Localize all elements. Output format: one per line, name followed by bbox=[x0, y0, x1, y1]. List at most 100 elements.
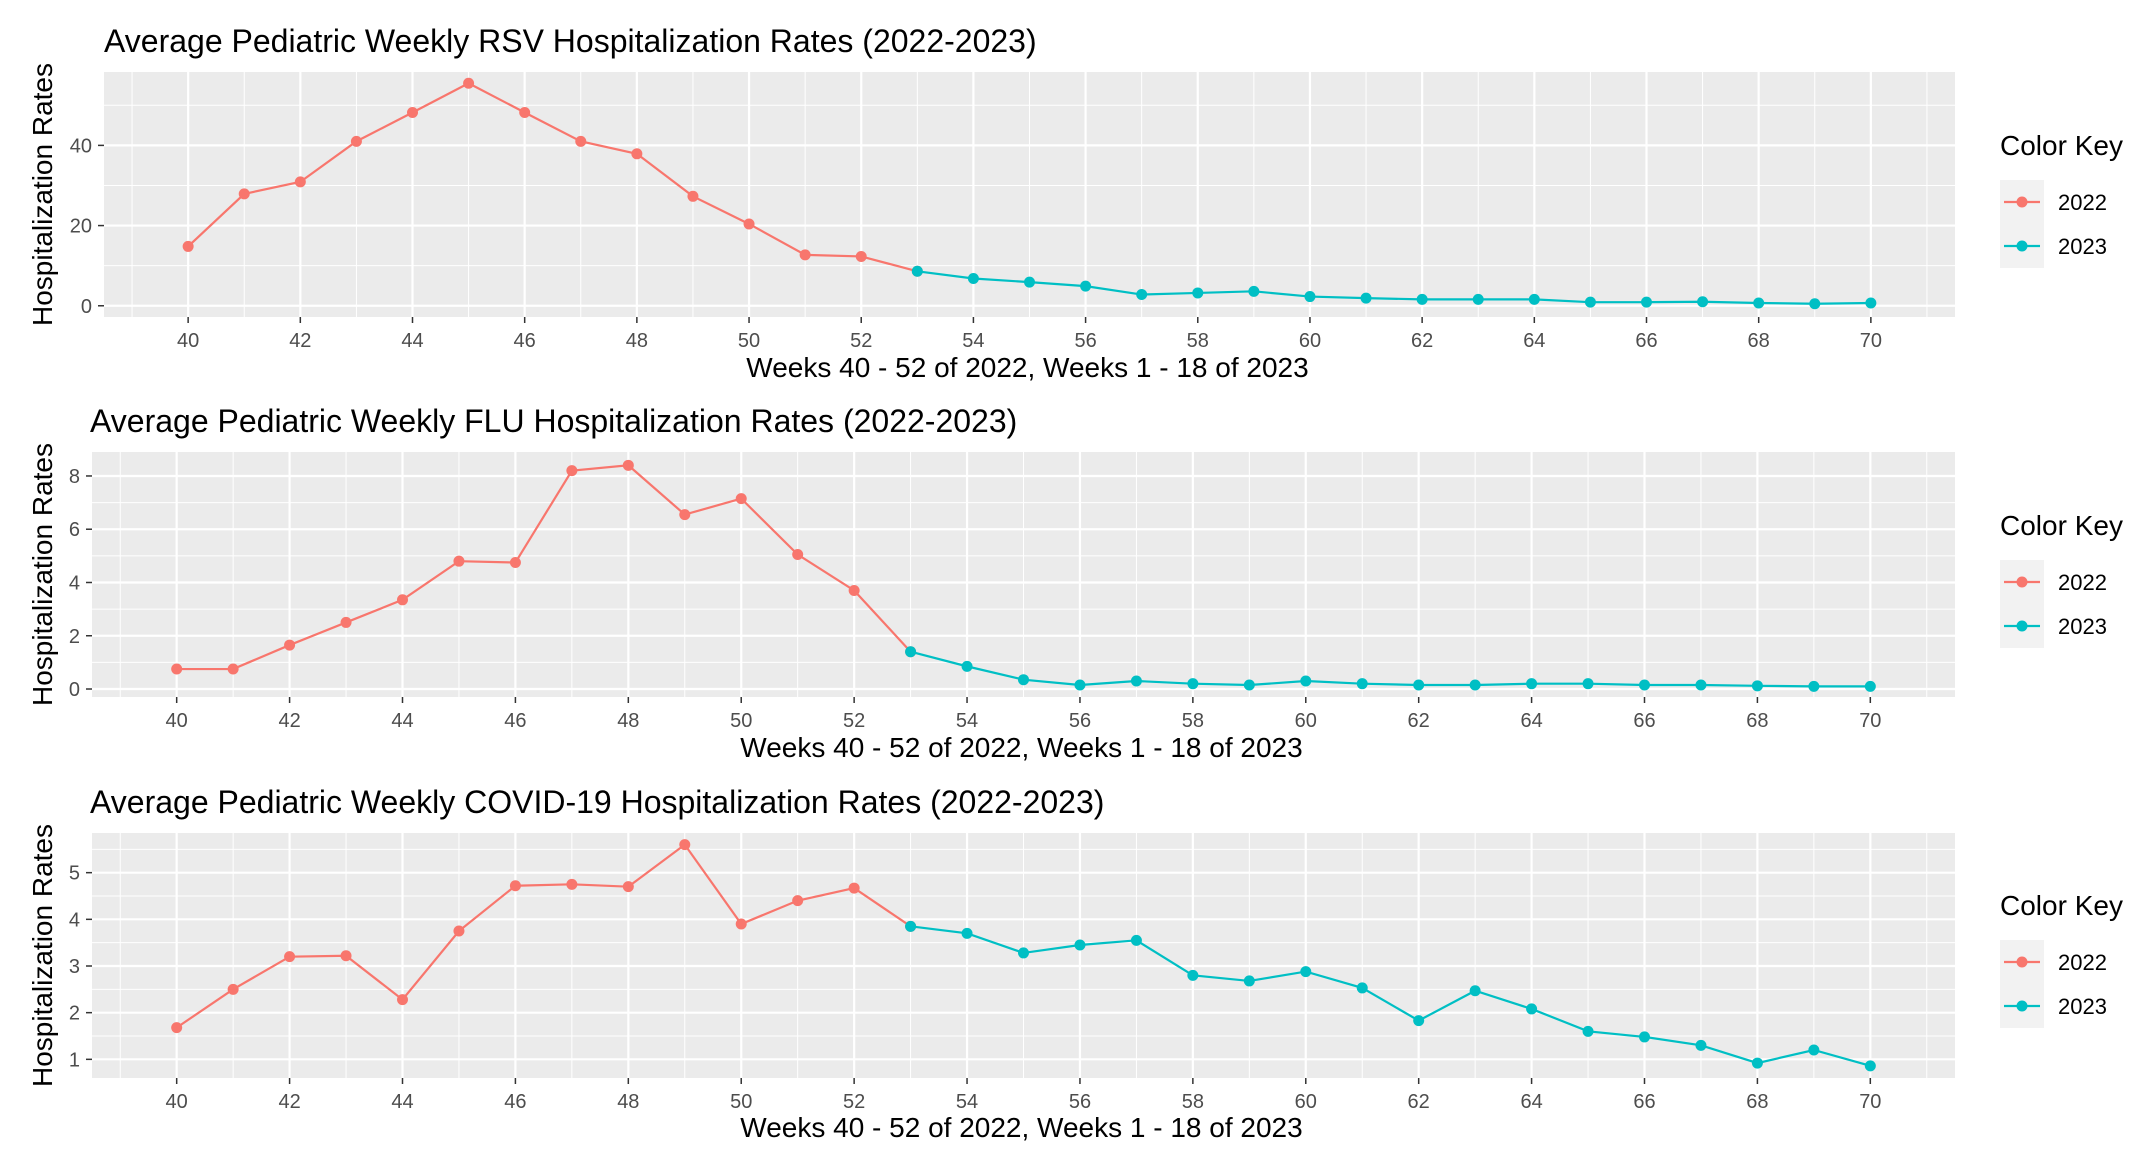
chart-3-x-tick-label: 46 bbox=[504, 1091, 526, 1113]
chart-3-x-tick-label: 68 bbox=[1746, 1091, 1768, 1113]
chart-2-point-2023 bbox=[1243, 679, 1255, 691]
chart-2-y-tick-label: 2 bbox=[69, 626, 80, 648]
chart-1-point-2022 bbox=[238, 188, 250, 200]
chart-1-x-axis-label: Weeks 40 - 52 of 2022, Weeks 1 - 18 of 2… bbox=[746, 352, 1308, 383]
chart-3-point-2022 bbox=[171, 1022, 183, 1034]
chart-1-gridlines bbox=[104, 72, 1955, 317]
chart-2-point-2023 bbox=[1864, 680, 1876, 692]
chart-1-point-2022 bbox=[631, 148, 643, 160]
chart-1-title: Average Pediatric Weekly RSV Hospitaliza… bbox=[104, 23, 1037, 59]
chart-3-point-2023 bbox=[1526, 1003, 1538, 1015]
chart-3-point-2022 bbox=[284, 951, 296, 963]
chart-3-point-2023 bbox=[1074, 939, 1086, 951]
chart-3-legend-key-point bbox=[2016, 956, 2028, 968]
chart-3-point-2022 bbox=[227, 983, 239, 995]
chart-3-point-2023 bbox=[1582, 1025, 1594, 1037]
chart-2-point-2022 bbox=[679, 509, 691, 521]
chart-2-point-2022 bbox=[397, 594, 408, 606]
chart-1-point-2022 bbox=[855, 250, 867, 262]
chart-3-point-2023 bbox=[1864, 1060, 1876, 1072]
chart-2-x-tick-label: 48 bbox=[617, 710, 639, 732]
chart-2-point-2022 bbox=[792, 549, 804, 561]
chart-2-x-tick-label: 50 bbox=[730, 710, 752, 732]
chart-3-x-axis-label: Weeks 40 - 52 of 2022, Weeks 1 - 18 of 2… bbox=[740, 1112, 1302, 1143]
chart-1-y-axis-label: Hospitalization Rates bbox=[27, 63, 58, 326]
chart-1-point-2022 bbox=[350, 135, 362, 147]
chart-1-x-tick-label: 56 bbox=[1074, 330, 1096, 352]
chart-2-legend-label: 2023 bbox=[2058, 614, 2107, 639]
chart-1-y-tick-label: 20 bbox=[70, 216, 92, 238]
chart-1-point-2023 bbox=[967, 273, 979, 285]
chart-2-point-2022 bbox=[622, 459, 634, 471]
chart-1-y-tick-label: 40 bbox=[70, 135, 92, 157]
chart-3-gridlines bbox=[92, 833, 1955, 1078]
chart-1-point-2023 bbox=[1360, 292, 1372, 304]
chart-2-point-2023 bbox=[1187, 678, 1199, 690]
chart-3-point-2023 bbox=[1413, 1015, 1425, 1027]
chart-3-point-2022 bbox=[566, 878, 578, 890]
chart-3-x-tick-label: 66 bbox=[1633, 1091, 1655, 1113]
chart-3-point-2023 bbox=[1356, 982, 1368, 994]
chart-2-title: Average Pediatric Weekly FLU Hospitaliza… bbox=[90, 403, 1017, 439]
chart-1: Average Pediatric Weekly RSV Hospitaliza… bbox=[27, 23, 2123, 383]
chart-2-point-2022 bbox=[566, 465, 578, 477]
chart-1-point-2023 bbox=[1809, 298, 1821, 310]
chart-1-point-2023 bbox=[1753, 297, 1765, 309]
chart-3-point-2023 bbox=[1808, 1044, 1820, 1056]
chart-1-point-2022 bbox=[463, 77, 475, 89]
chart-3-point-2023 bbox=[1469, 985, 1481, 997]
chart-3-x-tick-label: 42 bbox=[278, 1091, 300, 1113]
chart-3-point-2023 bbox=[1300, 966, 1312, 978]
chart-1-point-2023 bbox=[1641, 296, 1652, 308]
chart-1-x-tick-label: 62 bbox=[1411, 330, 1433, 352]
chart-3-x-tick-label: 50 bbox=[730, 1091, 752, 1113]
chart-2-x-tick-label: 54 bbox=[956, 710, 978, 732]
chart-1-line-2022 bbox=[187, 81, 918, 273]
chart-3-point-2023 bbox=[961, 927, 973, 939]
chart-1-point-2022 bbox=[687, 190, 699, 202]
chart-1-point-2023 bbox=[911, 265, 923, 277]
chart-3-point-2022 bbox=[848, 882, 860, 894]
chart-2-y-tick-label: 8 bbox=[69, 466, 80, 488]
chart-3-series-2023 bbox=[905, 920, 1876, 1072]
chart-3-point-2023 bbox=[1243, 975, 1255, 987]
chart-1-point-2023 bbox=[1865, 297, 1877, 309]
chart-3-x-tick-label: 40 bbox=[166, 1091, 188, 1113]
chart-1-point-2022 bbox=[743, 218, 755, 230]
chart-1-legend-key-point bbox=[2016, 196, 2028, 208]
chart-2-line-2023 bbox=[910, 650, 1871, 688]
chart-2-point-2023 bbox=[1356, 678, 1368, 690]
chart-3-x-tick-label: 56 bbox=[1069, 1091, 1091, 1113]
chart-3-x-tick-label: 64 bbox=[1520, 1091, 1542, 1113]
chart-2-point-2022 bbox=[509, 557, 521, 569]
chart-1-point-2023 bbox=[1416, 293, 1428, 305]
chart-1-x-tick-label: 48 bbox=[626, 330, 648, 352]
chart-1-y-tick-label: 0 bbox=[81, 296, 92, 318]
chart-1-x-tick-label: 64 bbox=[1523, 330, 1545, 352]
chart-2-point-2023 bbox=[1018, 674, 1029, 686]
chart-3-point-2023 bbox=[1018, 947, 1029, 959]
chart-2-legend-key-point bbox=[2016, 576, 2028, 588]
chart-1-legend-label: 2023 bbox=[2058, 234, 2107, 259]
chart-2-legend: Color Key 2022 2023 bbox=[2000, 510, 2123, 648]
chart-1-x-tick-label: 70 bbox=[1860, 330, 1882, 352]
chart-2-x-tick-label: 60 bbox=[1295, 710, 1317, 732]
chart-2-point-2023 bbox=[1808, 680, 1820, 692]
chart-3-point-2022 bbox=[453, 925, 465, 937]
chart-1-legend-title: Color Key bbox=[2000, 130, 2123, 161]
chart-3-y-tick-label: 3 bbox=[69, 956, 80, 978]
chart-3-x-tick-label: 70 bbox=[1859, 1091, 1881, 1113]
chart-2-x-tick-label: 40 bbox=[166, 710, 188, 732]
chart-3-x-tick-label: 60 bbox=[1295, 1091, 1317, 1113]
chart-2-point-2022 bbox=[340, 616, 352, 628]
chart-2-line-2022 bbox=[176, 464, 912, 671]
chart-2-x-tick-label: 62 bbox=[1408, 710, 1430, 732]
chart-2-y-axis-label: Hospitalization Rates bbox=[27, 443, 58, 706]
chart-3-x-tick-label: 48 bbox=[617, 1091, 639, 1113]
chart-2-point-2022 bbox=[171, 663, 183, 675]
chart-2-x-tick-label: 66 bbox=[1633, 710, 1655, 732]
chart-3-point-2022 bbox=[622, 881, 634, 893]
chart-2-point-2023 bbox=[1469, 679, 1481, 691]
chart-2-x-tick-label: 44 bbox=[391, 710, 413, 732]
chart-3-point-2023 bbox=[1695, 1039, 1707, 1051]
